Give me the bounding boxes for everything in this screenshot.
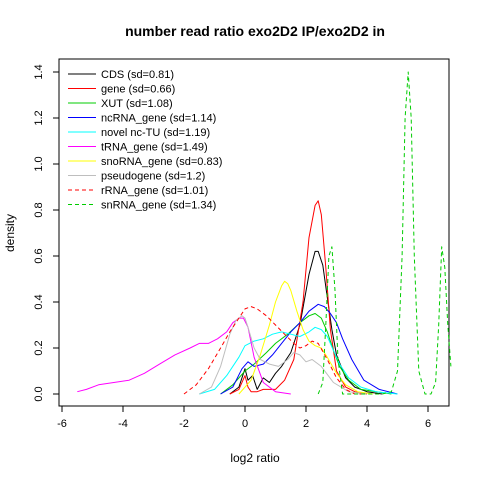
legend-label: snoRNA_gene (sd=0.83) xyxy=(101,156,222,168)
x-tick-label: -2 xyxy=(179,418,189,430)
y-tick-label: 0.2 xyxy=(33,340,45,355)
y-tick-label: 1.4 xyxy=(33,64,45,79)
legend-label: CDS (sd=0.81) xyxy=(101,69,174,81)
legend: CDS (sd=0.81) gene (sd=0.66) XUT (sd=1.08)… xyxy=(68,69,222,212)
x-tick-label: 2 xyxy=(303,418,309,430)
series-line-0 xyxy=(229,250,383,395)
y-tick-label: 1.0 xyxy=(33,156,45,171)
legend-label: tRNA_gene (sd=1.49) xyxy=(101,142,208,154)
series-line-4 xyxy=(199,326,398,395)
series-line-6 xyxy=(238,280,374,395)
series-line-7 xyxy=(199,315,368,395)
chart-title: number read ratio exo2D2 IP/exo2D2 in xyxy=(125,23,385,39)
y-tick-label: 0.6 xyxy=(33,248,45,263)
x-tick-label: -6 xyxy=(57,418,67,430)
y-axis-label: density xyxy=(3,214,17,252)
legend-label: novel nc-TU (sd=1.19) xyxy=(101,127,210,139)
legend-label: rRNA_gene (sd=1.01) xyxy=(101,185,208,197)
x-tick-label: -4 xyxy=(118,418,128,430)
series-line-5 xyxy=(77,317,291,395)
x-tick-label: 4 xyxy=(364,418,370,430)
series-line-8 xyxy=(183,306,367,395)
series-line-3 xyxy=(220,303,398,395)
x-axis-label: log2 ratio xyxy=(230,451,280,465)
y-tick-label: 1.2 xyxy=(33,110,45,125)
legend-label: ncRNA_gene (sd=1.14) xyxy=(101,113,216,125)
y-tick-label: 0.0 xyxy=(33,386,45,401)
x-tick-label: 6 xyxy=(425,418,431,430)
legend-label: snRNA_gene (sd=1.34) xyxy=(101,200,216,212)
y-tick-label: 0.4 xyxy=(33,294,45,309)
y-tick-label: 0.8 xyxy=(33,202,45,217)
series-lines xyxy=(77,71,452,395)
legend-label: gene (sd=0.66) xyxy=(101,84,175,96)
legend-label: pseudogene (sd=1.2) xyxy=(101,171,205,183)
series-line-9 xyxy=(317,71,452,395)
x-tick-label: 0 xyxy=(242,418,248,430)
axes-group: -6 -4 -2 0 2 4 6 0.0 0.2 0.4 0.6 0.8 1.0 1.2 1.4 xyxy=(33,64,431,430)
legend-label: XUT (sd=1.08) xyxy=(101,98,173,110)
